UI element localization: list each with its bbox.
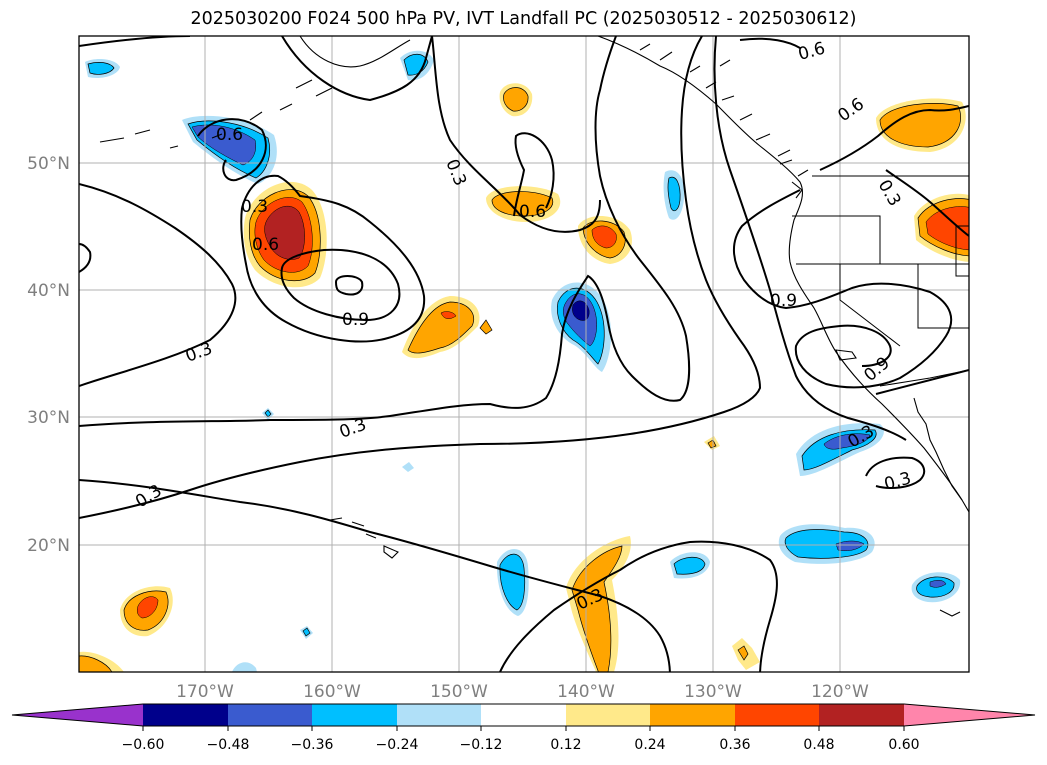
positive-anomaly-areas [79,83,969,672]
negative-anomaly-areas [85,50,961,672]
graticule [79,36,969,672]
colorbar-tickmarks [142,726,905,731]
lon-label: 140°W [557,682,615,702]
contour-label: 0.9 [342,310,369,330]
colorbar-tick-label: 0.48 [803,737,834,753]
lon-label: 160°W [303,682,361,702]
pv-contours [79,36,969,672]
colorbar-swatch [566,704,650,726]
lon-label: 150°W [430,682,488,702]
map-frame [78,35,970,673]
colorbar-tick-label: −0.24 [376,737,419,753]
colorbar-swatch [397,704,481,726]
contour-label: 0.3 [183,339,215,367]
colorbar-swatch [650,704,735,726]
colorbar-under-arrow [12,704,143,726]
contour-label: 0.6 [834,94,868,126]
latitude-labels: 50°N 40°N 30°N 20°N [27,154,70,556]
lat-label: 50°N [27,154,70,174]
coastlines [99,36,969,617]
colorbar-tick-label: 0.36 [719,737,750,753]
longitude-labels: 170°W 160°W 150°W 140°W 130°W 120°W [176,682,869,702]
lon-label: 120°W [811,682,869,702]
contour-label: 0.3 [874,177,905,210]
contour-label: 0.9 [860,353,894,386]
contour-label: 0.6 [796,39,827,65]
colorbar-swatch [312,704,397,726]
contour-label: 0.3 [241,197,268,217]
contour-label: 0.6 [252,235,279,255]
colorbar-tick-label: −0.60 [122,737,165,753]
contour-label: 0.6 [216,125,243,145]
colorbar-over-arrow [904,704,1035,726]
colorbar-tick-label: −0.12 [460,737,503,753]
lon-label: 170°W [176,682,234,702]
lat-label: 20°N [27,536,70,556]
colorbar-tick-label: 0.24 [634,737,665,753]
colorbar-swatch [143,704,228,726]
colorbar-swatch [819,704,904,726]
colorbar-swatch [481,704,566,726]
colorbar: −0.60 −0.48 −0.36 −0.24 −0.12 0.12 0.24 … [11,703,1036,753]
contour-label: 0.6 [519,202,546,222]
contour-label: 0.9 [770,291,797,311]
colorbar-swatch [735,704,819,726]
lon-label: 130°W [684,682,742,702]
pc-shading [79,50,969,672]
colorbar-tick-label: −0.48 [207,737,250,753]
colorbar-tick-label: 0.60 [888,737,919,753]
map-title: 2025030200 F024 500 hPa PV, IVT Landfall… [190,9,857,29]
lat-label: 40°N [27,281,70,301]
colorbar-swatch [228,704,312,726]
colorbar-tick-label: −0.36 [291,737,334,753]
contour-label: 0.3 [882,469,913,495]
colorbar-tick-label: 0.12 [550,737,581,753]
lat-label: 30°N [27,408,70,428]
